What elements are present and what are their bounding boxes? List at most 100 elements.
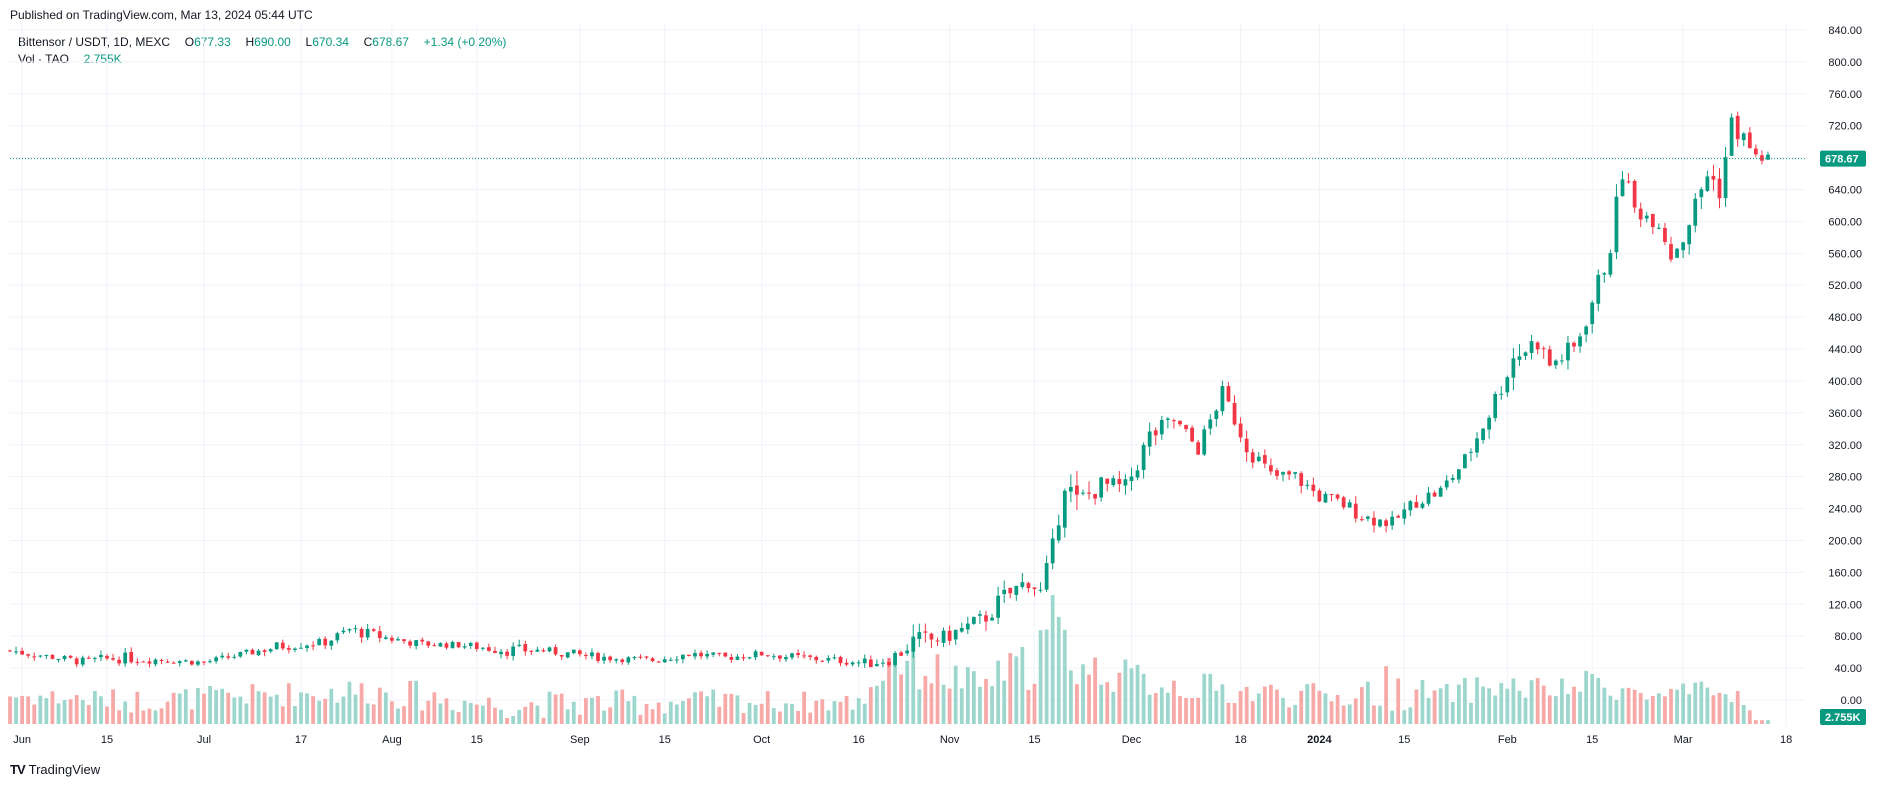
volume-bar [862, 703, 867, 724]
candle-body [1553, 360, 1558, 366]
volume-bar [735, 695, 740, 724]
candle-body [529, 650, 534, 652]
volume-bar [717, 706, 722, 724]
volume-bar [1202, 673, 1207, 724]
candle-body [268, 649, 273, 652]
y-tick-label: 600.00 [1828, 216, 1862, 228]
y-tick-label: 480.00 [1828, 312, 1862, 324]
volume-bar [135, 691, 140, 724]
candle-body [1014, 585, 1019, 595]
price-axis: 0.00 40.00 80.00 120.00 160.00 200.00 240.00 28… [1828, 25, 1862, 707]
candle-body [1038, 589, 1043, 591]
candle-body [1481, 428, 1485, 440]
candle-body [802, 655, 807, 657]
symbol-label[interactable]: Bittensor / USDT, 1D, MEXC [18, 35, 171, 49]
volume-bar [577, 714, 582, 724]
volume-bar [1517, 690, 1522, 724]
candle-body [584, 655, 588, 657]
candle-body [1123, 479, 1128, 486]
candle-body [317, 639, 322, 646]
volume-bar [1663, 696, 1667, 724]
low-label: L [305, 35, 313, 49]
volume-bar [1165, 692, 1170, 724]
volume-bar [996, 660, 1000, 724]
candle-body [159, 659, 164, 661]
candle-body [1275, 470, 1279, 476]
candle-body [220, 655, 225, 658]
candle-body [717, 652, 722, 654]
candle-body [165, 661, 170, 663]
volume-bar [1347, 704, 1352, 724]
volume-bar [408, 680, 412, 724]
candle-body [274, 642, 279, 650]
candle-body [280, 642, 285, 649]
volume-bar [1311, 683, 1316, 724]
volume-label[interactable]: Vol · TAO [18, 52, 69, 66]
volume-bar [965, 667, 970, 724]
volume-bar [1493, 695, 1498, 724]
candle-body [1444, 480, 1449, 488]
candle-body [1657, 227, 1661, 229]
x-tick-label: 18 [1234, 734, 1246, 746]
candle-body [468, 643, 473, 646]
last-volume-tag: 2.755K [1820, 709, 1866, 725]
candle-body [1366, 516, 1370, 519]
candle-body [814, 656, 819, 661]
volume-bar [553, 694, 558, 724]
y-tick-label: 0.00 [1841, 695, 1862, 707]
volume-bar [856, 698, 861, 724]
candle-body [1517, 356, 1522, 360]
candle-body [1159, 419, 1164, 435]
volume-bar [1256, 693, 1261, 724]
candle-body [1081, 492, 1085, 494]
candle-body [1196, 442, 1201, 455]
volume-bar [1359, 687, 1364, 724]
volume-bar [674, 704, 679, 724]
volume-bar [881, 680, 885, 724]
volume-bar [1050, 595, 1055, 724]
volume-bar [390, 701, 394, 724]
volume-bar [214, 690, 218, 724]
volume-bar [1475, 677, 1479, 724]
tradingview-logo-text: TradingView [28, 762, 101, 777]
volume-bar [262, 692, 267, 724]
tradingview-logo[interactable]: TV TradingView [10, 762, 100, 777]
y-tick-label: 120.00 [1828, 599, 1862, 611]
volume-bar [1729, 702, 1734, 724]
x-tick-label: 15 [1586, 734, 1598, 746]
candle-body [984, 615, 988, 622]
candle-body [189, 660, 194, 665]
volume-bar [1669, 688, 1673, 724]
candle-body [250, 649, 255, 655]
volume-bar [1463, 677, 1467, 724]
volume-bar [1699, 681, 1704, 724]
candle-body [511, 646, 516, 656]
volume-bar [1590, 674, 1595, 724]
candle-body [887, 661, 891, 666]
volume-bar [329, 688, 334, 724]
volume-bar [1378, 705, 1382, 724]
volume-bar [202, 693, 206, 724]
candle-body [371, 629, 376, 631]
candle-body [1153, 430, 1158, 436]
candle-body [1620, 179, 1625, 197]
candle-body [1105, 478, 1110, 484]
x-tick-label: Mar [1674, 734, 1693, 746]
candle-body [778, 655, 782, 659]
candle-body [408, 641, 412, 646]
volume-bar [1487, 688, 1492, 724]
volume-bar [1129, 668, 1134, 724]
candle-body [1760, 155, 1764, 161]
volume-bar [1208, 673, 1213, 724]
y-tick-label: 640.00 [1828, 185, 1862, 197]
candle-body [1214, 410, 1219, 420]
volume-bar [347, 681, 352, 724]
candle-body [929, 633, 934, 640]
volume-bar [305, 693, 309, 724]
candle-body [86, 657, 91, 659]
y-tick-label: 40.00 [1834, 663, 1862, 675]
candle-body [1675, 248, 1679, 258]
candle-body [1238, 423, 1243, 438]
candle-body [1323, 493, 1328, 503]
